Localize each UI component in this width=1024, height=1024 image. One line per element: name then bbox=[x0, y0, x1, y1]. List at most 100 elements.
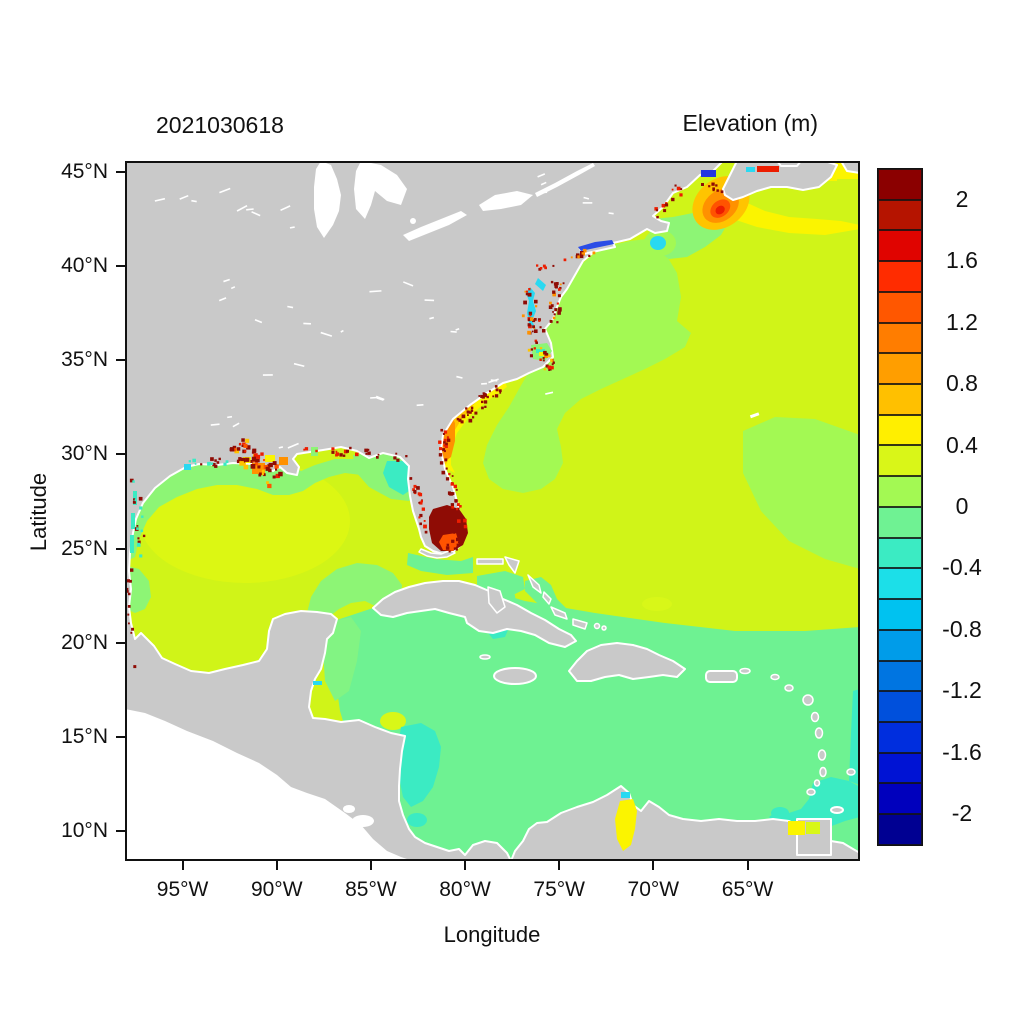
tobago-island bbox=[830, 806, 844, 814]
y-tick-mark bbox=[116, 829, 125, 832]
puerto-rico-island bbox=[705, 670, 738, 683]
texas-laguna-dashes bbox=[130, 491, 137, 553]
coastal-wet-dry-speckles bbox=[125, 182, 724, 669]
land-group bbox=[125, 161, 860, 861]
colorbar-band bbox=[878, 599, 922, 630]
x-tick-mark bbox=[369, 861, 372, 870]
y-tick-label: 10°N bbox=[61, 818, 108, 842]
elevation-map bbox=[125, 161, 860, 861]
yucatan-coast-light-band bbox=[323, 617, 361, 701]
trinidad-island bbox=[796, 818, 832, 856]
colorbar-band bbox=[878, 752, 922, 784]
colorbar-band bbox=[878, 691, 922, 722]
colorbar-band bbox=[878, 169, 922, 200]
colorbar-band bbox=[878, 291, 922, 323]
y-tick-label: 15°N bbox=[61, 724, 108, 748]
x-tick-label: 70°W bbox=[627, 878, 680, 901]
midatlantic-coastal-green bbox=[483, 239, 691, 493]
plot-title-date: 2021030618 bbox=[156, 112, 284, 138]
y-tick-label: 20°N bbox=[61, 630, 108, 654]
x-tick-mark bbox=[558, 861, 561, 870]
lake-managua bbox=[343, 805, 355, 813]
st-lawrence-river bbox=[535, 163, 595, 197]
bahamas-islets bbox=[476, 556, 607, 631]
lake-michigan bbox=[314, 161, 341, 238]
colorbar-band bbox=[878, 783, 922, 815]
trinidad-west-pocket bbox=[771, 807, 789, 819]
colorbar-tick-label: -0.8 bbox=[942, 615, 982, 642]
nicaragua-teal-oval bbox=[407, 813, 427, 827]
pacific-outside-domain bbox=[125, 709, 413, 861]
pamlico-orange-dot bbox=[544, 355, 548, 358]
y-tick-label: 30°N bbox=[61, 442, 108, 466]
nicaragua-chartreuse-spot bbox=[380, 712, 406, 730]
x-tick-mark bbox=[652, 861, 655, 870]
colorbar-band bbox=[878, 353, 922, 385]
x-tick-label: 95°W bbox=[156, 878, 209, 901]
y-tick-label: 25°N bbox=[61, 536, 108, 560]
x-tick-mark bbox=[275, 861, 278, 870]
y-tick-label: 45°N bbox=[61, 159, 108, 183]
colorbar-tick-label: -1.2 bbox=[942, 677, 982, 704]
y-tick-label: 35°N bbox=[61, 348, 108, 372]
x-tick-mark bbox=[746, 861, 749, 870]
gulf-honduras-cyan-dash bbox=[313, 681, 322, 685]
south-florida-orange-patch bbox=[439, 533, 459, 551]
delta-orange-patch-2 bbox=[279, 457, 288, 465]
y-tick-mark bbox=[116, 359, 125, 362]
pamlico-yellow-dot bbox=[539, 352, 544, 356]
saint-john-blue-dash bbox=[701, 170, 716, 177]
cayman-islands bbox=[479, 654, 491, 660]
lake-maracaibo-high bbox=[615, 799, 637, 851]
cape-breton-strip bbox=[840, 161, 860, 174]
colorbar-band bbox=[878, 629, 922, 661]
colorbar-band bbox=[878, 261, 922, 292]
x-tick-label: 85°W bbox=[345, 878, 397, 901]
caribbean-sea-region bbox=[333, 585, 860, 861]
delta-yellow-patch-1 bbox=[265, 455, 275, 462]
lake-huron bbox=[354, 161, 407, 219]
y-tick-mark bbox=[116, 170, 125, 173]
x-tick-label: 65°W bbox=[721, 878, 774, 901]
x-tick-label: 80°W bbox=[439, 878, 491, 901]
maracaibo-cyan-dash bbox=[621, 792, 630, 798]
x-tick-label: 90°W bbox=[250, 878, 303, 901]
lesser-antilles bbox=[739, 667, 856, 796]
y-tick-mark bbox=[116, 265, 125, 268]
colorbar-title: Elevation (m) bbox=[682, 110, 818, 136]
lake-nicaragua bbox=[352, 815, 374, 827]
y-tick-mark bbox=[116, 453, 125, 456]
colorbar-tick-label: 2 bbox=[955, 185, 969, 212]
lake-st-clair bbox=[410, 218, 416, 224]
map-plot-area bbox=[125, 161, 860, 861]
gulf-shelf-rim bbox=[127, 453, 397, 561]
x-tick-mark bbox=[181, 861, 184, 870]
delaware-bay-low bbox=[535, 278, 546, 291]
mobile-bay-patch bbox=[311, 447, 318, 456]
colorbar-tick-label: 0.4 bbox=[946, 431, 978, 458]
colorbar-band bbox=[878, 230, 922, 262]
y-tick-label: 40°N bbox=[61, 254, 108, 278]
colorbar-band bbox=[878, 199, 922, 231]
hispaniola-north-spot bbox=[642, 597, 672, 611]
colorbar-tick-label: 1.6 bbox=[946, 247, 978, 274]
hispaniola-island bbox=[568, 642, 686, 682]
cuba-island bbox=[372, 580, 577, 648]
colorbar-band bbox=[878, 506, 922, 538]
colorbar-band bbox=[878, 814, 922, 845]
colorbar-tick-label: 0.8 bbox=[946, 370, 978, 397]
colorbar-band bbox=[878, 721, 922, 753]
y-tick-mark bbox=[116, 641, 125, 644]
colorbar-band bbox=[878, 322, 922, 354]
bermuda-green-zone bbox=[743, 417, 860, 569]
colorbar-band bbox=[878, 384, 922, 415]
bermuda-island bbox=[749, 412, 760, 419]
minas-basin-red-dash bbox=[757, 166, 779, 172]
colorbar-tick-label: 0 bbox=[955, 493, 969, 519]
cape-cod-cyan-low bbox=[650, 236, 666, 250]
colorbar-band bbox=[878, 537, 922, 569]
antilles-east-strip bbox=[849, 689, 860, 785]
y-tick-mark bbox=[116, 735, 125, 738]
tamaulipas-shelf-band bbox=[127, 566, 151, 613]
